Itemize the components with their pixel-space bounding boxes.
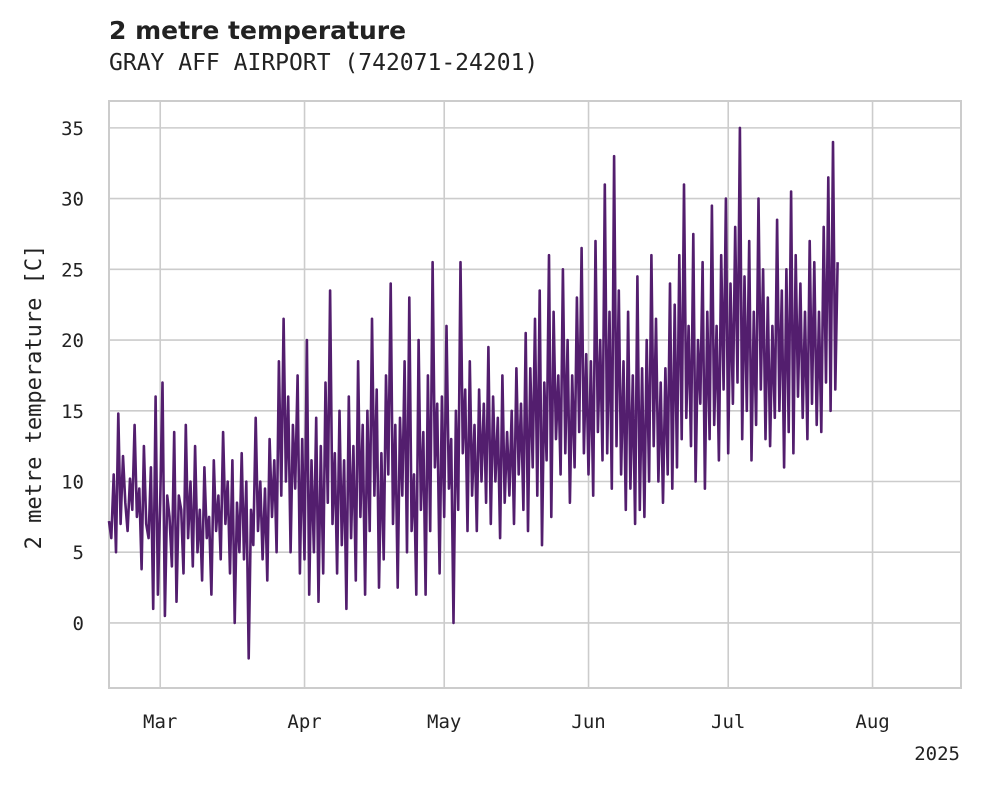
- x-tick-label: Jun: [571, 711, 605, 733]
- y-tick-label: 25: [61, 259, 84, 281]
- y-tick-label: 0: [73, 613, 84, 635]
- y-tick-label: 15: [61, 401, 84, 423]
- x-tick-labels: Mar Apr May Jun Jul Aug: [143, 711, 890, 733]
- x-year-label: 2025: [914, 743, 960, 765]
- x-tick-label: May: [427, 711, 461, 733]
- chart-subtitle: GRAY AFF AIRPORT (742071-24201): [109, 50, 539, 76]
- x-tick-label: Aug: [855, 711, 889, 733]
- grid-lines: [109, 101, 961, 688]
- chart-title: 2 metre temperature: [109, 16, 407, 45]
- y-tick-label: 10: [61, 471, 84, 493]
- plot-frame: [108, 100, 962, 689]
- y-tick-label: 5: [73, 542, 84, 564]
- y-tick-labels: 0 5 10 15 20 25 30 35: [61, 118, 84, 635]
- x-tick-label: Apr: [287, 711, 321, 733]
- y-tick-label: 20: [61, 330, 84, 352]
- y-axis-label: 2 metre temperature [C]: [22, 245, 47, 550]
- x-tick-label: Jul: [711, 711, 745, 733]
- x-tick-label: Mar: [143, 711, 177, 733]
- y-tick-label: 30: [61, 189, 84, 211]
- y-tick-label: 35: [61, 118, 84, 140]
- temperature-series-line: [107, 126, 839, 660]
